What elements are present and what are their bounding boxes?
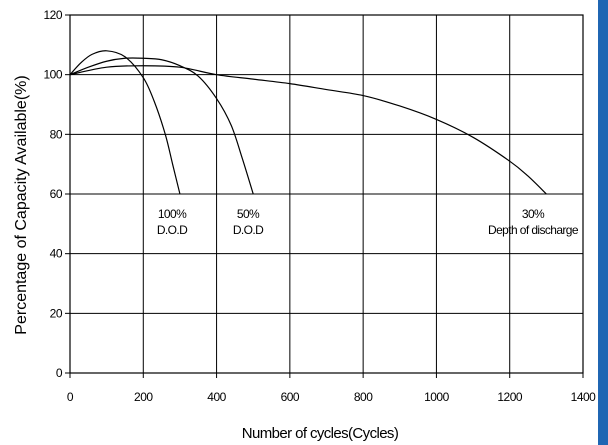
- axes: [65, 14, 584, 378]
- series-label: 50%: [237, 207, 260, 221]
- series-label: 100%: [158, 207, 187, 221]
- y-tick-label: 0: [56, 366, 63, 380]
- y-tick-label: 60: [50, 187, 63, 201]
- x-tick-label: 400: [207, 390, 226, 404]
- series-lines: [69, 50, 547, 195]
- x-tick-label: 0: [67, 390, 74, 404]
- series-label: 30%: [522, 207, 545, 221]
- series-label: D.O.D: [233, 223, 264, 237]
- x-tick-label: 800: [354, 390, 373, 404]
- y-tick-label: 40: [50, 247, 63, 261]
- right-edge-border: [598, 0, 608, 445]
- x-tick-label: 600: [281, 390, 300, 404]
- x-tick-label: 1000: [424, 390, 450, 404]
- y-axis-label: Percentage of Capacity Available(%): [13, 75, 30, 334]
- grid: [69, 14, 584, 374]
- x-axis-label: Number of cycles(Cycles): [242, 425, 399, 442]
- y-tick-label: 120: [43, 8, 62, 22]
- series-line: [69, 65, 547, 195]
- x-tick-label: 1200: [497, 390, 523, 404]
- series-label: Depth of discharge: [488, 223, 579, 237]
- series-labels: 100% D.O.D 50% D.O.D 30% Depth of discharge: [157, 207, 580, 237]
- y-tick-label: 20: [50, 306, 63, 320]
- x-tick-label: 1400: [571, 390, 597, 404]
- series-line: [69, 50, 181, 195]
- tick-labels: 0 200 400 600 800 1000 1200 1400 0 20 40 60 80 100 120: [43, 8, 596, 404]
- y-tick-label: 100: [43, 68, 62, 82]
- y-tick-label: 80: [50, 127, 63, 141]
- series-line: [69, 57, 254, 195]
- series-label: D.O.D: [157, 223, 188, 237]
- x-tick-label: 200: [134, 390, 153, 404]
